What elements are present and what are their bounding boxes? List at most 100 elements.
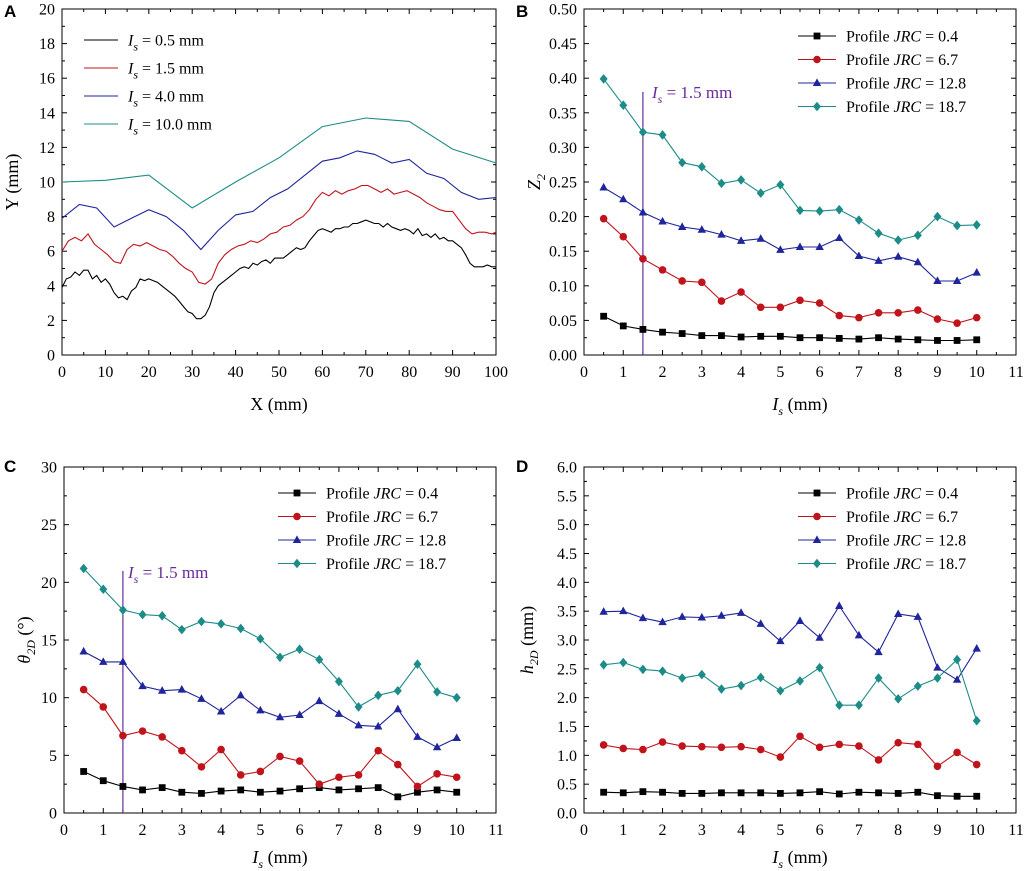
x-tick-label: 1 bbox=[619, 822, 627, 839]
data-point bbox=[776, 332, 784, 340]
data-point bbox=[374, 784, 382, 792]
series-line bbox=[61, 150, 497, 251]
series-line bbox=[603, 604, 978, 681]
data-point bbox=[973, 792, 981, 800]
data-point bbox=[756, 188, 765, 198]
legend-label: Profile JRC = 18.7 bbox=[846, 556, 966, 573]
data-point bbox=[374, 746, 382, 755]
data-point bbox=[619, 322, 627, 330]
data-point bbox=[737, 742, 745, 751]
data-point bbox=[796, 296, 804, 305]
data-point bbox=[972, 760, 981, 769]
x-tick-label: 30 bbox=[184, 364, 200, 381]
data-point bbox=[658, 216, 667, 225]
data-point bbox=[217, 787, 225, 795]
series-line bbox=[61, 184, 497, 285]
data-point bbox=[619, 657, 628, 668]
x-tick-label: 40 bbox=[228, 364, 244, 381]
data-point bbox=[835, 700, 844, 710]
legend-entry: Profile JRC = 6.7 bbox=[278, 509, 438, 526]
y-tick-label: 6 bbox=[47, 244, 55, 261]
data-point bbox=[835, 204, 844, 215]
data-point bbox=[275, 712, 285, 721]
data-point bbox=[933, 673, 942, 683]
data-point bbox=[893, 252, 903, 260]
data-point bbox=[717, 684, 726, 694]
data-point bbox=[894, 308, 902, 317]
x-axis-label: Is (mm) bbox=[771, 847, 827, 871]
x-tick-label: 7 bbox=[335, 822, 343, 839]
data-point bbox=[972, 715, 981, 726]
data-point bbox=[854, 251, 864, 260]
y-tick-label: 15 bbox=[41, 633, 57, 650]
panel-a-letter: A bbox=[4, 2, 16, 21]
x-tick-label: 6 bbox=[296, 822, 304, 839]
series-3 bbox=[599, 654, 981, 726]
x-tick-label: 8 bbox=[894, 364, 902, 381]
x-tick-label: 9 bbox=[413, 822, 421, 839]
data-point bbox=[355, 785, 362, 793]
data-point bbox=[697, 225, 707, 233]
data-point bbox=[894, 235, 903, 245]
series-2 bbox=[79, 646, 461, 751]
series-2 bbox=[599, 182, 981, 284]
data-point bbox=[835, 740, 844, 749]
data-point bbox=[334, 709, 344, 717]
data-point bbox=[639, 255, 647, 263]
data-point bbox=[335, 786, 343, 794]
data-point bbox=[756, 745, 765, 754]
data-point bbox=[816, 334, 824, 342]
data-point bbox=[119, 783, 127, 790]
y-tick-label: 5.5 bbox=[557, 488, 577, 505]
y-tick-label: 0.20 bbox=[549, 209, 577, 226]
data-point bbox=[373, 721, 383, 730]
data-point bbox=[835, 334, 843, 342]
data-point bbox=[953, 748, 961, 757]
data-point bbox=[659, 788, 666, 796]
data-point bbox=[638, 613, 648, 622]
x-tick-label: 10 bbox=[969, 822, 985, 839]
data-point bbox=[619, 606, 628, 615]
data-point bbox=[815, 299, 824, 307]
series-1 bbox=[599, 732, 981, 771]
data-point bbox=[335, 773, 343, 782]
data-point bbox=[394, 760, 402, 769]
y-tick-label: 2.0 bbox=[557, 690, 577, 707]
panel-a: A 0 10 20 30 40 50 60 70 80 90 100 0 2 4 6 8 10 12 14 16 18 2… bbox=[2, 2, 508, 416]
data-point bbox=[776, 685, 785, 696]
x-tick-label: 8 bbox=[374, 822, 382, 839]
panel-b-letter: B bbox=[516, 2, 528, 21]
y-tick-label: 0.40 bbox=[549, 71, 577, 88]
y-tick-label: 16 bbox=[39, 71, 55, 88]
data-point bbox=[453, 788, 461, 796]
legend-marker bbox=[813, 101, 821, 112]
legend-label: Profile JRC = 6.7 bbox=[326, 509, 438, 526]
data-point bbox=[894, 335, 902, 343]
x-axis-label: Is (mm) bbox=[771, 394, 827, 418]
legend-entry: Is = 0.5 mm bbox=[84, 33, 204, 54]
series-line bbox=[603, 658, 978, 721]
data-point bbox=[276, 787, 284, 795]
legend-entry: Profile JRC = 18.7 bbox=[798, 99, 966, 116]
legend-label: Profile JRC = 12.8 bbox=[846, 76, 966, 93]
data-point bbox=[658, 617, 667, 626]
data-point bbox=[874, 673, 883, 683]
legend-marker bbox=[293, 558, 301, 569]
y-tick-label: 0.50 bbox=[549, 2, 577, 19]
data-point bbox=[296, 785, 304, 793]
data-point bbox=[855, 335, 863, 343]
data-point bbox=[393, 685, 402, 696]
series-1 bbox=[61, 184, 497, 285]
x-tick-label: 2 bbox=[659, 364, 667, 381]
y-axis-label: Z2 bbox=[524, 174, 548, 190]
legend-entry: Profile JRC = 0.4 bbox=[278, 486, 438, 503]
data-point bbox=[934, 792, 941, 800]
data-point bbox=[138, 609, 147, 620]
data-point bbox=[394, 793, 402, 801]
data-point bbox=[953, 337, 961, 344]
data-point bbox=[256, 634, 265, 644]
legend-marker bbox=[293, 512, 301, 521]
x-tick-label: 7 bbox=[855, 822, 863, 839]
data-point bbox=[776, 753, 785, 761]
series-2 bbox=[61, 150, 497, 251]
